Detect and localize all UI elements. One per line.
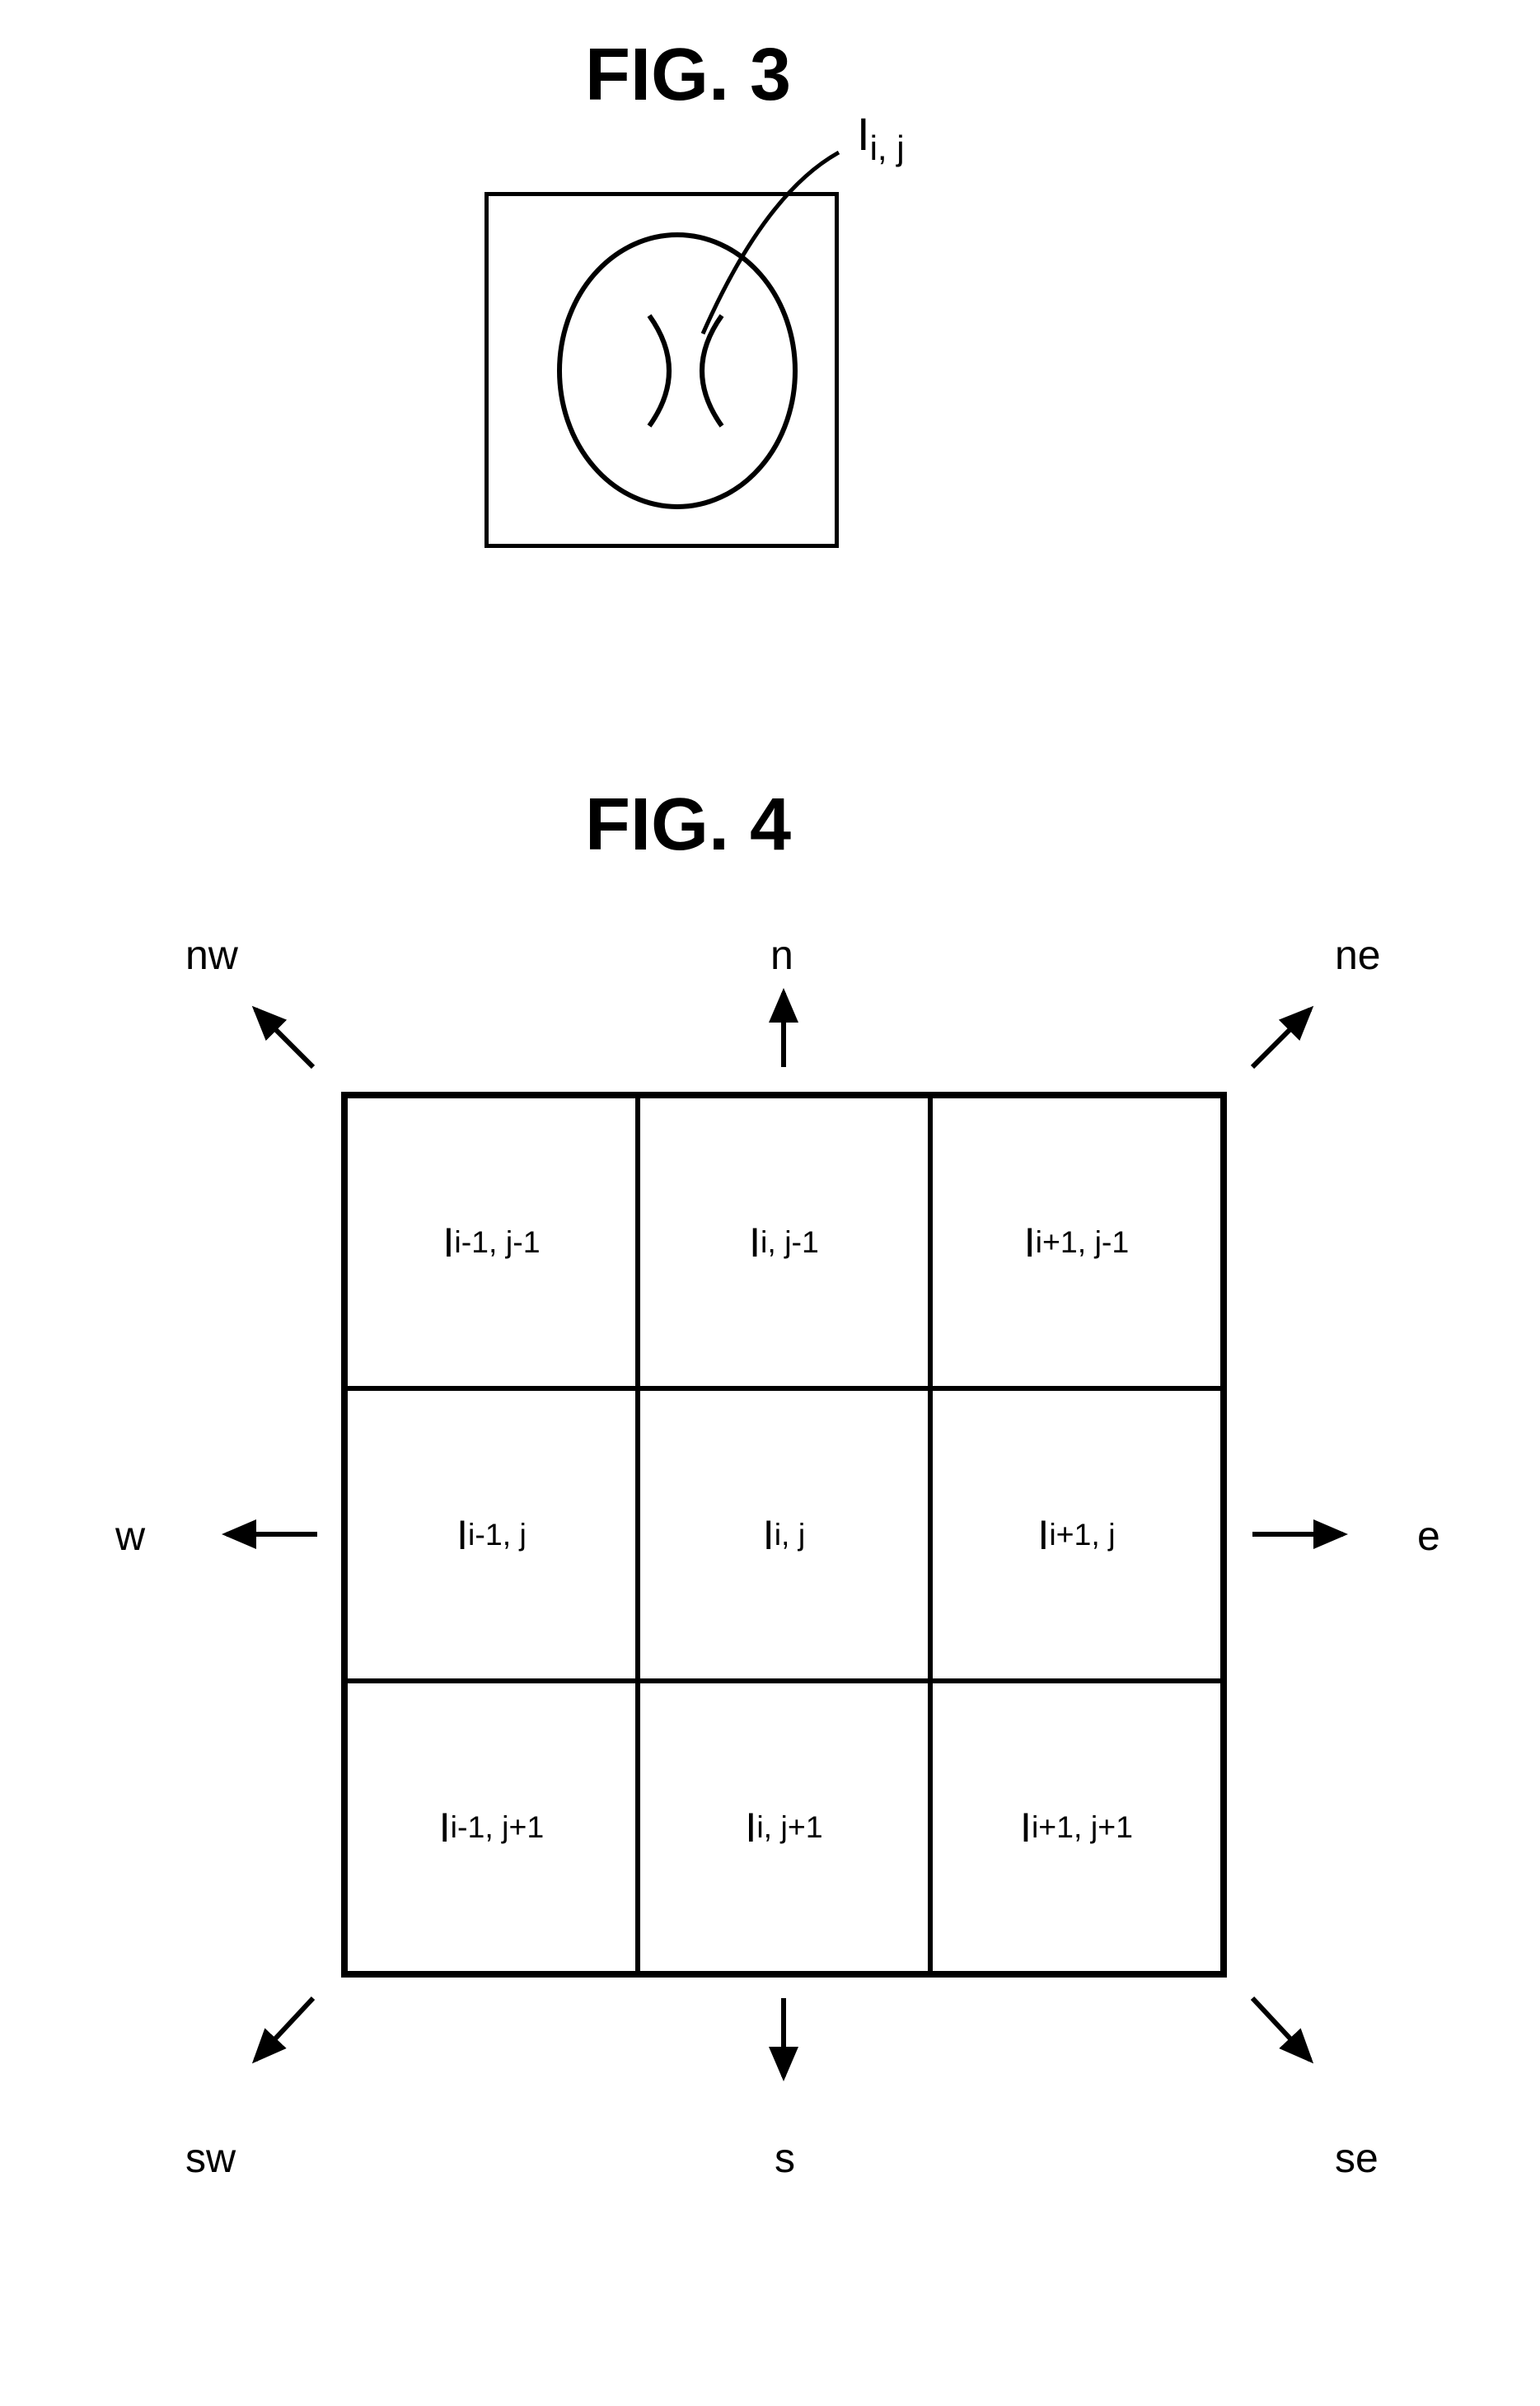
direction-label-ne: ne — [1335, 931, 1381, 979]
direction-label-e: e — [1417, 1512, 1440, 1560]
direction-label-sw: sw — [185, 2134, 236, 2182]
direction-label-w: w — [115, 1512, 145, 1560]
page: FIG. 3 Ii, j FIG. 4 Ii-1, j-1Ii, j-1Ii+1… — [0, 0, 1540, 2406]
direction-label-s: s — [775, 2134, 795, 2182]
direction-label-nw: nw — [185, 931, 238, 979]
direction-label-n: n — [770, 931, 793, 979]
direction-label-se: se — [1335, 2134, 1379, 2182]
fig4-arrows — [0, 0, 1540, 2406]
